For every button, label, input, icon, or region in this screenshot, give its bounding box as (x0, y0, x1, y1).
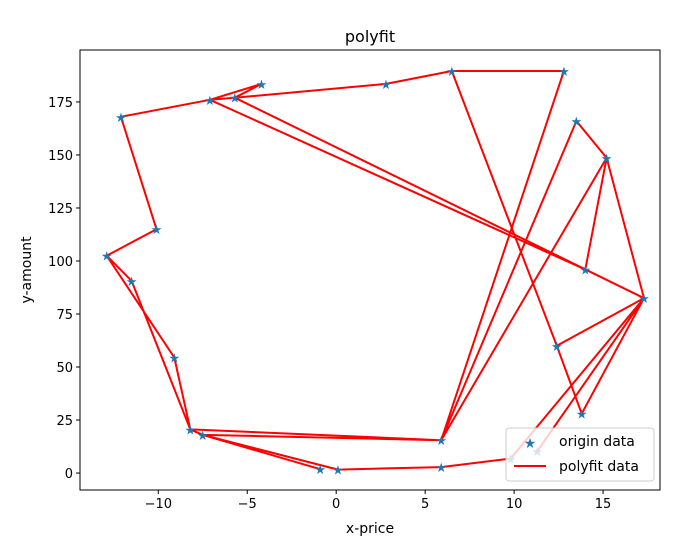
data-point: ★ (314, 463, 326, 478)
y-tick-label: 0 (65, 467, 73, 482)
y-tick-label: 75 (56, 308, 73, 323)
x-tick-label: −5 (238, 497, 257, 512)
legend-box (505, 427, 655, 482)
data-point: ★ (638, 292, 650, 307)
y-tick-label: 150 (48, 149, 73, 164)
y-tick-label: 25 (56, 414, 73, 429)
data-point: ★ (576, 408, 588, 423)
data-point: ★ (168, 351, 180, 366)
x-tick-label: 10 (506, 497, 523, 512)
y-axis: 0 25 50 75 100 125 150 175 (48, 96, 80, 482)
y-axis-label: y-amount (19, 236, 35, 304)
data-point: ★ (256, 78, 268, 93)
legend: ★ origin data polyfit data (505, 427, 655, 482)
x-axis-label: x-price (346, 521, 394, 537)
legend-entry-polyfit: polyfit data (559, 459, 639, 475)
data-point: ★ (197, 429, 209, 444)
polyfit-line-group (105, 70, 645, 471)
data-point: ★ (115, 111, 127, 126)
x-tick-label: 0 (332, 497, 340, 512)
data-point: ★ (229, 92, 241, 107)
data-point: ★ (435, 461, 447, 476)
data-point: ★ (579, 263, 591, 278)
data-point: ★ (435, 434, 447, 449)
legend-star-icon: ★ (524, 436, 537, 452)
data-point: ★ (126, 275, 138, 290)
chart-title: polyfit (345, 27, 395, 46)
data-point: ★ (184, 423, 196, 438)
x-axis: −10 −5 0 5 10 15 (145, 490, 612, 512)
data-point: ★ (551, 340, 563, 355)
data-point: ★ (601, 152, 613, 167)
x-tick-label: −10 (145, 497, 172, 512)
x-tick-label: 5 (421, 497, 429, 512)
data-point: ★ (558, 65, 570, 80)
plot-frame (79, 49, 661, 491)
legend-entry-origin: origin data (559, 434, 635, 450)
y-tick-label: 175 (48, 96, 73, 111)
data-point: ★ (151, 223, 163, 238)
y-tick-label: 125 (48, 202, 73, 217)
data-point: ★ (571, 115, 583, 130)
data-point: ★ (446, 65, 458, 80)
data-point: ★ (101, 250, 113, 265)
data-point: ★ (204, 94, 216, 109)
data-point: ★ (332, 464, 344, 479)
data-point: ★ (380, 78, 392, 93)
y-tick-label: 100 (48, 255, 73, 270)
data-points-group: ★★★★★★★★★★★★★★★★★★★★★★★★★ (101, 65, 650, 479)
polyfit-line (105, 70, 645, 471)
x-tick-label: 15 (595, 497, 612, 512)
y-tick-label: 50 (56, 361, 73, 376)
